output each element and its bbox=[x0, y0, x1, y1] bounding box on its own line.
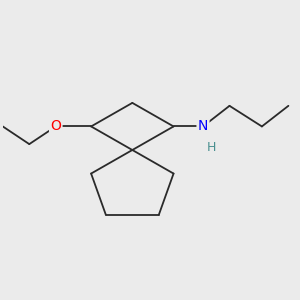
Text: N: N bbox=[198, 119, 208, 134]
Text: O: O bbox=[50, 119, 61, 134]
Text: H: H bbox=[207, 141, 217, 154]
